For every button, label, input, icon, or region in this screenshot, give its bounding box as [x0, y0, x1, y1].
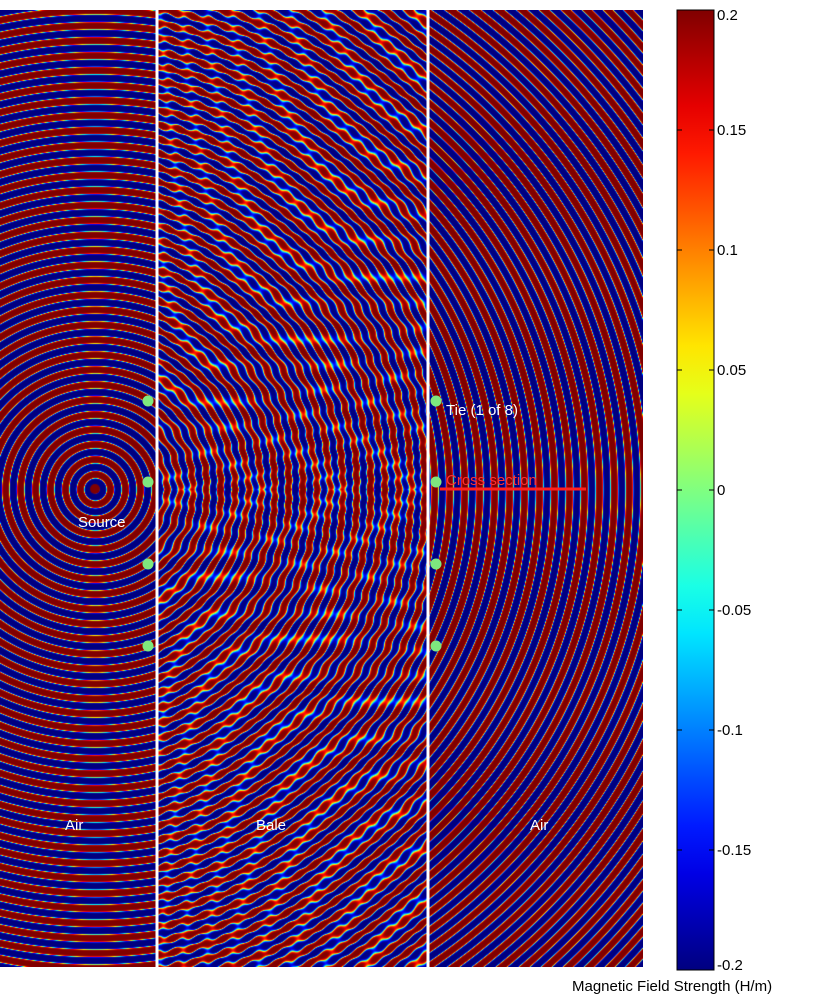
- colorbar-tick-label: 0.2: [717, 7, 738, 24]
- tie-marker: [430, 640, 442, 652]
- colorbar-tick-label: -0.15: [717, 842, 751, 859]
- colorbar-tick-label: 0.15: [717, 122, 746, 139]
- cross-section-label: Cross section: [446, 472, 537, 489]
- tie-marker: [142, 476, 154, 488]
- colorbar-tick-label: 0.1: [717, 242, 738, 259]
- colorbar-tick-label: 0.05: [717, 362, 746, 379]
- tie-marker: [430, 395, 442, 407]
- region-label-bale: Bale: [256, 817, 287, 834]
- colorbar-label: Magnetic Field Strength (H/m): [572, 978, 773, 995]
- plot-annotations: Source Tie (1 of 8) Cross section Air Ba…: [0, 10, 643, 967]
- colorbar-tick-label: 0: [717, 482, 725, 499]
- boundary-lines: [155, 10, 586, 967]
- colorbar-ticks: 0.2 0.15 0.1 0.05 0 -0.05 -0.1 -0.15 -0.2: [677, 7, 751, 974]
- colorbar-tick-label: -0.05: [717, 602, 751, 619]
- tie-marker: [142, 395, 154, 407]
- colorbar: 0.2 0.15 0.1 0.05 0 -0.05 -0.1 -0.15 -0.2: [676, 7, 751, 974]
- region-label-air-left: Air: [65, 817, 84, 834]
- tie-label: Tie (1 of 8): [446, 402, 518, 419]
- tie-marker: [142, 640, 154, 652]
- region-label-air-right: Air: [530, 817, 549, 834]
- tie-marker: [430, 476, 442, 488]
- colorbar-gradient: [676, 9, 715, 971]
- colorbar-tick-label: -0.1: [717, 722, 743, 739]
- tie-marker: [142, 558, 154, 570]
- colorbar-tick-label: -0.2: [717, 957, 743, 974]
- source-label: Source: [78, 514, 126, 531]
- tie-marker: [430, 558, 442, 570]
